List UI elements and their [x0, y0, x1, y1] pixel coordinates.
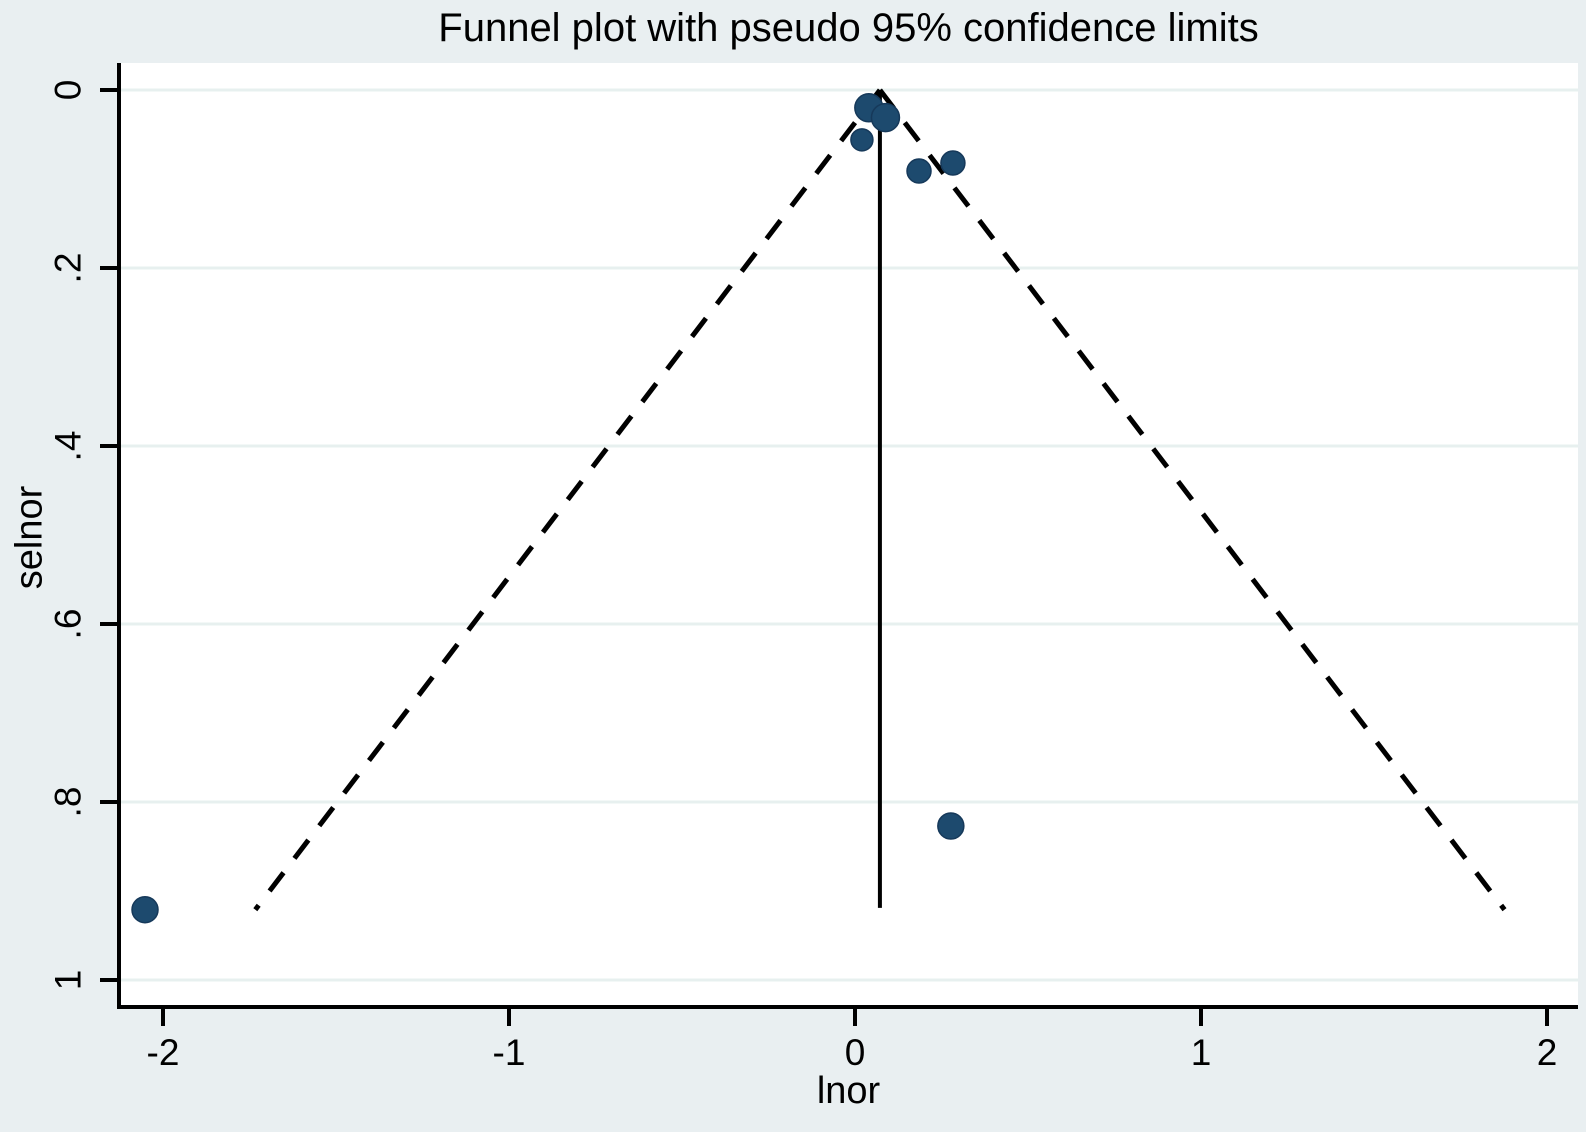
data-point: [870, 102, 901, 133]
data-point: [850, 128, 874, 152]
ci-limit-right-dashed-line: [877, 88, 1507, 912]
data-point: [940, 150, 966, 176]
plot-area: [119, 63, 1578, 1007]
data-point: [906, 158, 932, 184]
data-point: [937, 812, 965, 840]
ci-limit-left-dashed-line: [253, 88, 882, 912]
x-tick-label: -2: [147, 1032, 180, 1073]
y-tick-label: .2: [48, 253, 89, 284]
chart-title: Funnel plot with pseudo 95% confidence l…: [438, 6, 1259, 50]
x-tick-label: 1: [1191, 1032, 1212, 1073]
x-tick-label: 0: [845, 1032, 866, 1073]
data-point: [131, 895, 159, 924]
y-axis-title: selnor: [8, 485, 51, 590]
x-tick-label: 2: [1537, 1032, 1558, 1073]
y-tick-label: 1: [48, 970, 89, 991]
y-tick-label: .6: [48, 609, 89, 640]
x-axis-title: lnor: [816, 1070, 881, 1112]
y-tick-label: .8: [48, 787, 89, 818]
y-tick-label: .4: [48, 431, 89, 462]
y-tick-label: 0: [48, 80, 89, 101]
x-tick-label: -1: [493, 1032, 526, 1073]
